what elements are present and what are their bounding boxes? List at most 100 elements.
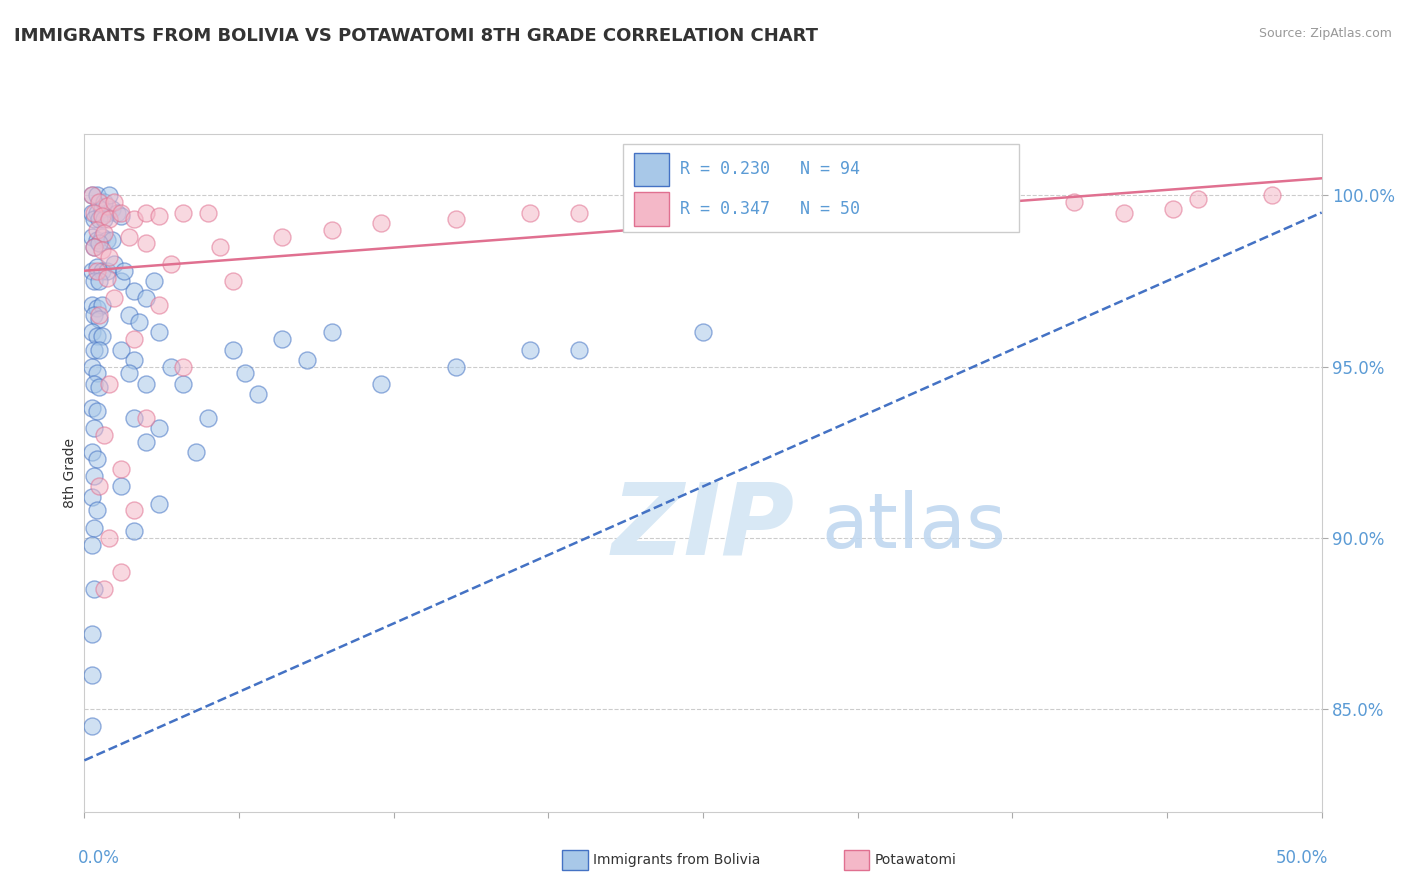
Point [90,244,112,258]
Point [96,233,118,247]
Y-axis label: 8th Grade: 8th Grade [63,438,77,508]
Point [122,524,145,538]
Point [148,326,170,340]
Point [209,240,232,254]
Point [148,298,170,312]
Point [444,359,467,374]
Point [83,308,105,322]
Point [519,205,541,219]
Point [135,291,157,305]
Point [1161,202,1184,216]
Point [86,328,108,343]
Point [93,195,115,210]
Point [80,719,103,733]
Text: Source: ZipAtlas.com: Source: ZipAtlas.com [1258,27,1392,40]
Point [96,205,118,219]
Point [444,212,467,227]
Point [692,202,714,216]
Point [110,565,132,579]
Point [86,404,108,418]
Point [197,411,219,425]
Point [89,274,111,288]
Point [80,264,103,278]
Point [1187,192,1209,206]
Point [135,411,157,425]
Point [83,376,105,391]
Point [148,209,170,223]
Point [135,434,157,449]
Point [80,205,103,219]
Point [89,212,111,227]
Point [86,367,108,381]
Point [86,301,108,316]
Point [83,469,105,483]
Point [86,233,108,247]
Point [105,205,128,219]
Point [83,212,105,227]
Point [80,538,103,552]
Point [568,205,591,219]
Point [103,257,125,271]
Point [96,270,118,285]
Point [83,343,105,357]
Point [100,202,122,216]
Point [80,188,103,202]
Point [89,479,111,493]
Point [89,195,111,210]
Point [89,308,111,322]
Point [86,264,108,278]
Point [86,222,108,236]
Text: IMMIGRANTS FROM BOLIVIA VS POTAWATOMI 8TH GRADE CORRELATION CHART: IMMIGRANTS FROM BOLIVIA VS POTAWATOMI 8T… [14,27,818,45]
Point [93,226,115,240]
Point [222,343,245,357]
Point [98,212,121,227]
Point [110,343,132,357]
Point [160,359,183,374]
Point [86,188,108,202]
Point [89,380,111,394]
Point [110,205,132,219]
Point [103,195,125,210]
Point [148,497,170,511]
Point [83,205,105,219]
Point [98,250,121,264]
Point [98,376,121,391]
Point [86,503,108,517]
Point [90,328,112,343]
Point [90,202,112,216]
Text: 50.0%: 50.0% [1275,849,1327,867]
Point [98,188,121,202]
Point [110,462,132,476]
Point [321,326,343,340]
Point [184,445,207,459]
Point [98,531,121,545]
Point [118,367,141,381]
Point [815,199,838,213]
Point [519,343,541,357]
Point [939,195,962,210]
Point [83,240,105,254]
Text: ZIP: ZIP [612,478,794,575]
Point [110,479,132,493]
Point [83,274,105,288]
Point [321,222,343,236]
Point [80,490,103,504]
Point [222,274,245,288]
Text: 0.0%: 0.0% [79,849,120,867]
Point [122,411,145,425]
Point [271,332,294,346]
Point [692,326,714,340]
Point [93,428,115,442]
Point [568,343,591,357]
Point [172,376,194,391]
Point [233,367,256,381]
Point [135,236,157,251]
Point [370,216,392,230]
Point [89,311,111,326]
Point [370,376,392,391]
Point [271,229,294,244]
Point [148,421,170,435]
Text: atlas: atlas [821,490,1005,564]
Point [1261,188,1284,202]
Point [90,209,112,223]
